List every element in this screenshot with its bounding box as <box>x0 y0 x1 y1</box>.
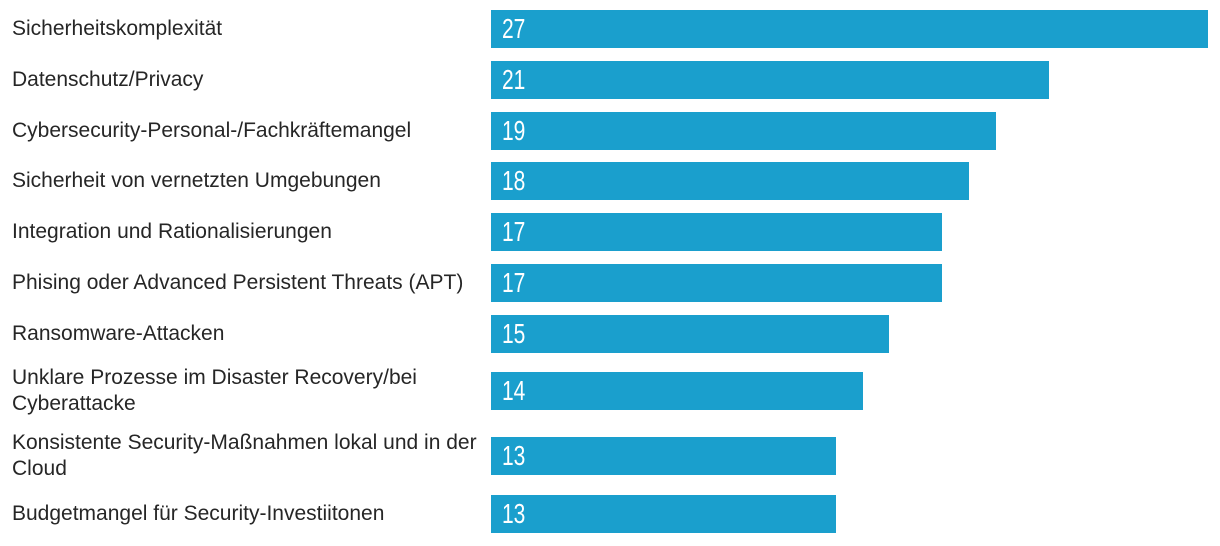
bar: 18 <box>491 162 969 201</box>
bar: 17 <box>491 213 943 252</box>
bar-area: 15 <box>491 314 1208 353</box>
category-label: Ransomware-Attacken <box>12 321 225 345</box>
bar-value-label: 18 <box>502 165 526 197</box>
bar: 14 <box>491 372 863 411</box>
bar-value-label: 27 <box>502 13 526 44</box>
chart-row: Budgetmangel für Security-Investiitonen … <box>0 490 1220 538</box>
chart-row: Cybersecurity-Personal-/Fachkräftemangel… <box>0 107 1220 155</box>
bar-value-label: 13 <box>502 440 526 472</box>
bar-value-label: 21 <box>502 63 526 95</box>
chart-row: Konsistente Security-Maßnahmen lokal und… <box>0 425 1220 487</box>
bar-value-label: 13 <box>502 497 526 529</box>
bar-value-label: 19 <box>502 114 526 146</box>
bar: 15 <box>491 314 890 353</box>
chart-row: Sicherheitskomplexität 27 <box>0 5 1220 53</box>
bar-value-label: 14 <box>502 375 526 407</box>
category-label: Cybersecurity-Personal-/Fachkräftemangel <box>12 118 412 142</box>
bar-area: 21 <box>491 60 1208 99</box>
chart-row: Integration und Rationalisierungen 17 <box>0 208 1220 256</box>
chart-row: Sicherheit von vernetzten Umgebungen 18 <box>0 157 1220 205</box>
bar: 19 <box>491 111 996 150</box>
bar-area: 13 <box>491 437 1208 476</box>
bar-area: 14 <box>491 372 1208 411</box>
category-label: Datenschutz/Privacy <box>12 67 204 91</box>
category-label: Sicherheit von vernetzten Umgebungen <box>12 169 381 193</box>
bar-area: 13 <box>491 494 1208 533</box>
bar: 13 <box>491 437 837 476</box>
category-label: Konsistente Security-Maßnahmen lokal und… <box>12 431 477 481</box>
bar: 27 <box>491 10 1208 48</box>
category-label: Phising oder Advanced Persistent Threats… <box>12 270 464 294</box>
chart-row: Ransomware-Attacken 15 <box>0 310 1220 358</box>
bar-area: 19 <box>491 111 1208 150</box>
bar-area: 17 <box>491 263 1208 302</box>
bar-value-label: 17 <box>502 216 526 248</box>
bar-area: 18 <box>491 162 1208 201</box>
bar-value-label: 17 <box>502 266 526 298</box>
bar-value-label: 15 <box>502 317 526 349</box>
category-label: Integration und Rationalisierungen <box>12 220 332 244</box>
bar: 21 <box>491 60 1049 99</box>
chart-row: Datenschutz/Privacy 21 <box>0 56 1220 104</box>
category-label: Budgetmangel für Security-Investiitonen <box>12 501 385 525</box>
chart-row: Phising oder Advanced Persistent Threats… <box>0 259 1220 307</box>
bar: 17 <box>491 263 943 302</box>
bar: 13 <box>491 494 837 533</box>
category-label: Unklare Prozesse im Disaster Recovery/be… <box>12 366 417 416</box>
category-label: Sicherheitskomplexität <box>12 17 223 40</box>
bar-area: 17 <box>491 213 1208 252</box>
bar-area: 27 <box>491 10 1208 48</box>
chart-row: Unklare Prozesse im Disaster Recovery/be… <box>0 360 1220 422</box>
